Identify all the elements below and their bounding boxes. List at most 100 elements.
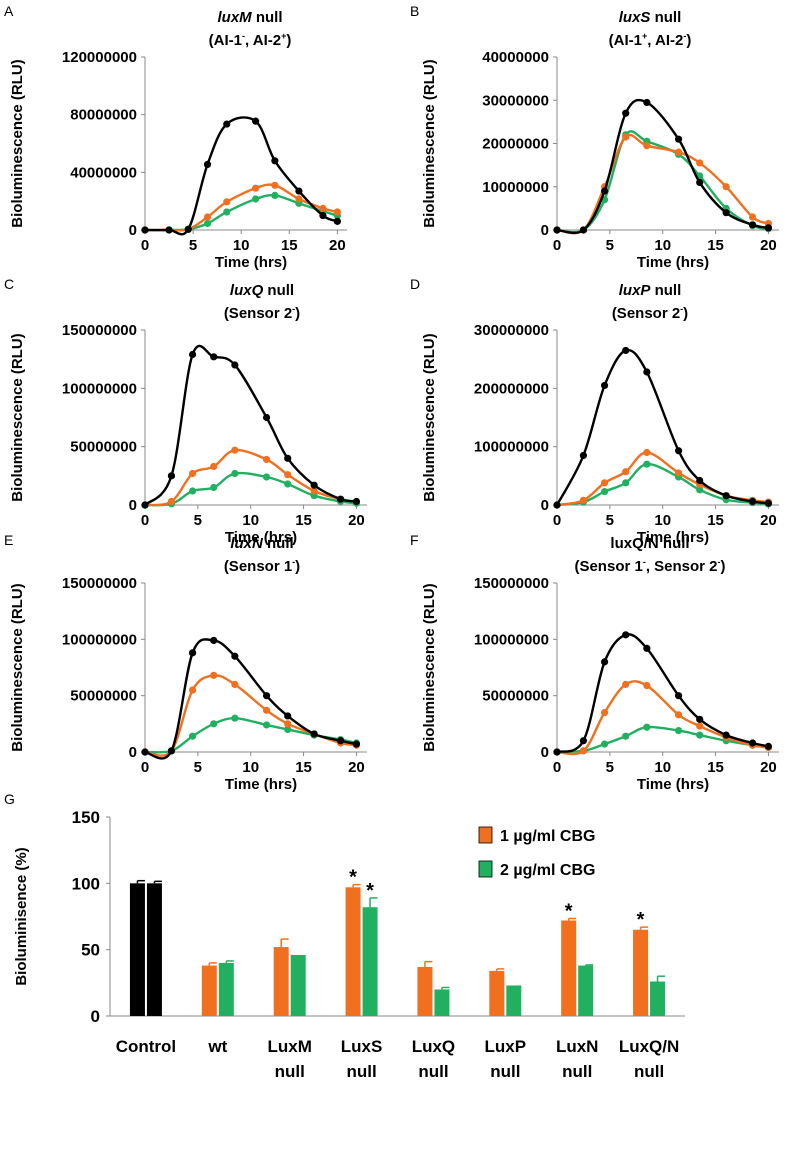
bar (201, 965, 217, 1016)
chart-subtitle: (Sensor 1-, Sensor 2-) (574, 557, 725, 575)
data-point (262, 455, 271, 464)
data-point (188, 487, 197, 495)
data-point (262, 692, 271, 700)
data-point (252, 195, 260, 203)
data-point (643, 644, 651, 652)
data-point (600, 479, 609, 487)
legend-swatch (478, 860, 493, 878)
series-line (556, 130, 769, 234)
data-point (231, 361, 239, 369)
x-tick-label: 5 (606, 237, 614, 254)
series-control (141, 116, 341, 236)
series-line (144, 448, 357, 507)
x-tick-label: 10 (654, 512, 671, 529)
y-tick-label: 150000000 (62, 322, 137, 339)
data-point (210, 462, 218, 471)
x-tick-label: 5 (189, 237, 197, 254)
subtitle-sup: + (642, 31, 647, 41)
category-label: LuxQ/N (619, 1037, 679, 1056)
data-point (141, 748, 149, 756)
data-point (203, 160, 212, 169)
data-point (262, 706, 271, 714)
data-point (674, 726, 683, 735)
y-tick-label: 0 (91, 1007, 100, 1026)
subtitle-text: (Sensor 1 (574, 558, 642, 575)
category-label: LuxN (556, 1037, 599, 1056)
data-point (284, 480, 292, 488)
data-point (643, 460, 651, 468)
x-tick-label: 0 (553, 512, 561, 529)
bar (273, 947, 289, 1016)
x-tick-label: 10 (654, 759, 671, 776)
data-point (188, 732, 197, 740)
significance-marker: * (366, 880, 374, 902)
title-rest: null (650, 282, 681, 299)
y-tick-label: 50 (81, 941, 100, 960)
x-tick-label: 15 (707, 237, 724, 254)
subtitle-text: (Sensor 1 (224, 558, 292, 575)
x-tick-label: 5 (606, 759, 614, 776)
data-point (696, 715, 704, 723)
data-point (696, 476, 704, 485)
x-tick-label: 15 (707, 759, 724, 776)
y-tick-label: 30000000 (482, 92, 549, 109)
x-axis-label: Time (hrs) (637, 529, 709, 546)
subtitle-text: (AI-1 (209, 32, 242, 49)
data-point (622, 479, 630, 487)
data-point (165, 226, 173, 234)
data-point (722, 183, 730, 191)
data-point (333, 217, 341, 225)
y-tick-label: 80000000 (70, 107, 137, 124)
category-label: LuxS (341, 1037, 383, 1056)
y-tick-label: 300000000 (474, 322, 549, 339)
data-point (188, 686, 197, 694)
data-point (674, 692, 683, 700)
data-point (141, 226, 149, 234)
category-label: null (418, 1062, 448, 1081)
category-label: null (346, 1062, 376, 1081)
bar (506, 985, 522, 1016)
series-line (555, 348, 769, 506)
subtitle-text: ) (295, 305, 300, 322)
y-tick-label: 40000000 (70, 164, 137, 181)
x-tick-label: 5 (606, 512, 614, 529)
y-tick-label: 50000000 (482, 688, 549, 705)
chart-subtitle: (AI-1-, AI-2+) (209, 31, 292, 49)
x-tick-label: 0 (141, 759, 149, 776)
subtitle-sup: + (281, 31, 286, 41)
x-tick-label: 20 (348, 512, 365, 529)
x-tick-label: 10 (654, 237, 671, 254)
x-tick-label: 0 (141, 237, 149, 254)
data-point (295, 195, 303, 203)
data-point (643, 681, 651, 690)
data-point (210, 671, 218, 679)
bar-group: wt (201, 960, 234, 1056)
category-label: LuxP (485, 1037, 527, 1056)
data-point (336, 495, 345, 503)
subtitle-text: , Sensor 2 (646, 558, 718, 575)
data-point (167, 472, 176, 480)
subtitle-text: (Sensor 2 (612, 305, 680, 322)
data-point (210, 636, 218, 645)
x-axis-label: Time (hrs) (225, 529, 297, 546)
significance-marker: * (565, 900, 573, 922)
chart-title: luxQ/N null (610, 535, 689, 552)
series-control (141, 344, 361, 509)
subtitle-sup: - (680, 304, 683, 314)
data-point (188, 469, 197, 478)
series-line (144, 638, 357, 760)
title-rest: null (252, 9, 283, 26)
data-point (764, 742, 773, 750)
y-tick-label: 10000000 (482, 179, 549, 196)
data-point (674, 711, 683, 719)
legend-label: 1 µg/ml CBG (500, 828, 595, 845)
bar (633, 929, 649, 1016)
series-line (556, 98, 769, 235)
title-rest: null (650, 9, 681, 26)
